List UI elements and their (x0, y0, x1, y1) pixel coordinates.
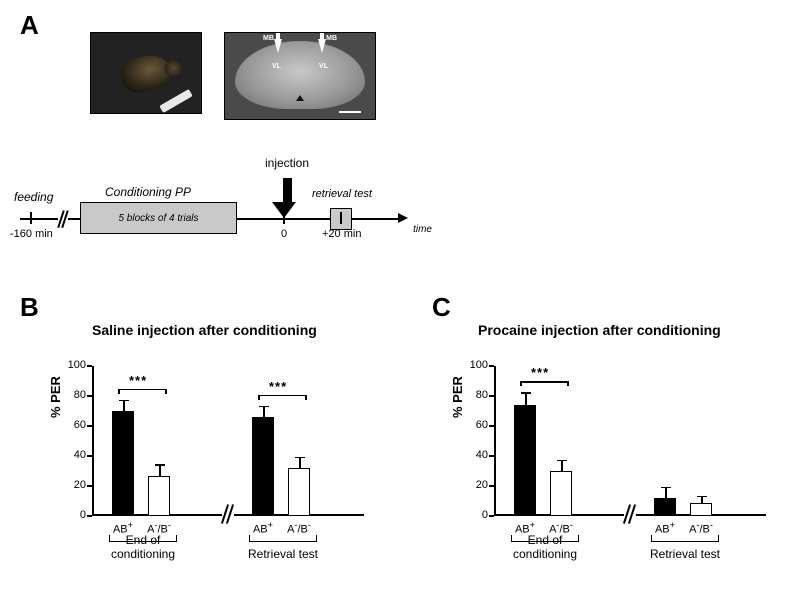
timeline-label-retrieval: retrieval test (312, 188, 372, 200)
panel-letter-a: A (20, 10, 39, 41)
chart-b-plot: 020406080100***AB+A-/B-End ofconditionin… (92, 366, 364, 516)
brain-triangle-marker (296, 95, 304, 101)
chart-b-y-axis (92, 366, 94, 516)
ytick-label: 0 (62, 509, 86, 521)
chart-c-y-axis (494, 366, 496, 516)
brain-arrow-left (274, 39, 282, 53)
ytick-label: 20 (62, 479, 86, 491)
sig-stars: *** (129, 373, 147, 388)
timeline-time-zero: 0 (281, 228, 287, 240)
timeline-label-feeding: feeding (14, 190, 53, 204)
chart-b-axis-break (222, 504, 234, 526)
timeline-label-time: time (413, 224, 432, 235)
ytick-label: 60 (464, 419, 488, 431)
sig-bracket (520, 381, 568, 383)
brain-label-vl-right: VL (319, 63, 328, 70)
brain-photo-placeholder: MB MB VL VL (224, 32, 376, 120)
panel-letter-b: B (20, 292, 39, 323)
bar-retr-a_b_minus (690, 503, 712, 517)
group-label-retr: Retrieval test (642, 547, 728, 561)
ytick (87, 515, 92, 517)
chart-c-axis-break (624, 504, 636, 526)
ytick (87, 395, 92, 397)
errorbar (665, 488, 667, 499)
proboscis-probe (159, 89, 192, 113)
errorbar (299, 458, 301, 469)
chart-saline: Saline injection after conditioning % PE… (30, 322, 390, 582)
errorbar (263, 407, 265, 418)
bar-end-ab_plus (112, 411, 134, 516)
ytick (489, 425, 494, 427)
bar-retr-ab_plus (654, 498, 676, 516)
chart-b-title: Saline injection after conditioning (92, 322, 390, 338)
errorbar (561, 461, 563, 472)
timeline-tick-retrieval (340, 212, 342, 224)
ytick (489, 365, 494, 367)
chart-procaine: Procaine injection after conditioning % … (432, 322, 792, 582)
ytick (87, 455, 92, 457)
brain-scale-bar (339, 111, 361, 113)
timeline: feeding -160 min Conditioning PP 5 block… (20, 178, 420, 258)
group-label-retr: Retrieval test (240, 547, 326, 561)
xlabel-abminus: A-/B- (279, 520, 319, 536)
bee-shape (118, 51, 174, 96)
ytick-label: 80 (464, 389, 488, 401)
timeline-label-injection: injection (265, 156, 309, 170)
ytick-label: 40 (464, 449, 488, 461)
bar-retr-a_b_minus (288, 468, 310, 516)
sig-stars: *** (269, 379, 287, 394)
ytick-label: 20 (464, 479, 488, 491)
ytick (489, 455, 494, 457)
timeline-tick-zero (283, 212, 285, 224)
chart-c-title: Procaine injection after conditioning (478, 322, 792, 338)
bee-photo-placeholder (90, 32, 202, 114)
ytick (87, 365, 92, 367)
ytick-label: 100 (62, 359, 86, 371)
sig-bracket (118, 389, 166, 391)
ytick (489, 515, 494, 517)
ytick (87, 485, 92, 487)
bar-end-ab_plus (514, 405, 536, 516)
ytick (87, 425, 92, 427)
timeline-arrowhead-icon (398, 213, 408, 223)
ytick-label: 40 (62, 449, 86, 461)
group-bracket (109, 535, 177, 542)
group-bracket (249, 535, 317, 542)
bar-retr-ab_plus (252, 417, 274, 516)
timeline-time-feeding: -160 min (10, 228, 53, 240)
errorbar (701, 497, 703, 503)
brain-label-mb-left: MB (263, 35, 274, 42)
conditioning-box: 5 blocks of 4 trials (80, 202, 237, 234)
xlabel-abminus: A-/B- (681, 520, 721, 536)
bar-end-a_b_minus (148, 476, 170, 517)
timeline-break-1 (58, 208, 68, 230)
group-bracket (511, 535, 579, 542)
sig-stars: *** (531, 365, 549, 380)
timeline-time-retrieval: +20 min (322, 228, 361, 240)
ytick (489, 485, 494, 487)
timeline-label-conditioning: Conditioning PP (105, 185, 191, 199)
ytick-label: 80 (62, 389, 86, 401)
ytick-label: 0 (464, 509, 488, 521)
chart-c-ylabel: % PER (450, 376, 465, 418)
ytick-label: 100 (464, 359, 488, 371)
ytick (489, 395, 494, 397)
xlabel-abplus: AB+ (243, 520, 283, 536)
injection-arrow-icon (279, 178, 296, 218)
errorbar (525, 393, 527, 405)
errorbar (159, 465, 161, 476)
brain-arrow-right (318, 39, 326, 53)
chart-c-plot: 020406080100***AB+A-/B-End ofconditionin… (494, 366, 766, 516)
timeline-tick-feeding (30, 212, 32, 224)
brain-label-vl-left: VL (272, 63, 281, 70)
sig-bracket (258, 395, 306, 397)
panel-letter-c: C (432, 292, 451, 323)
group-bracket (651, 535, 719, 542)
brain-label-mb-right: MB (326, 35, 337, 42)
xlabel-abplus: AB+ (645, 520, 685, 536)
chart-b-ylabel: % PER (48, 376, 63, 418)
errorbar (123, 401, 125, 412)
bar-end-a_b_minus (550, 471, 572, 516)
ytick-label: 60 (62, 419, 86, 431)
